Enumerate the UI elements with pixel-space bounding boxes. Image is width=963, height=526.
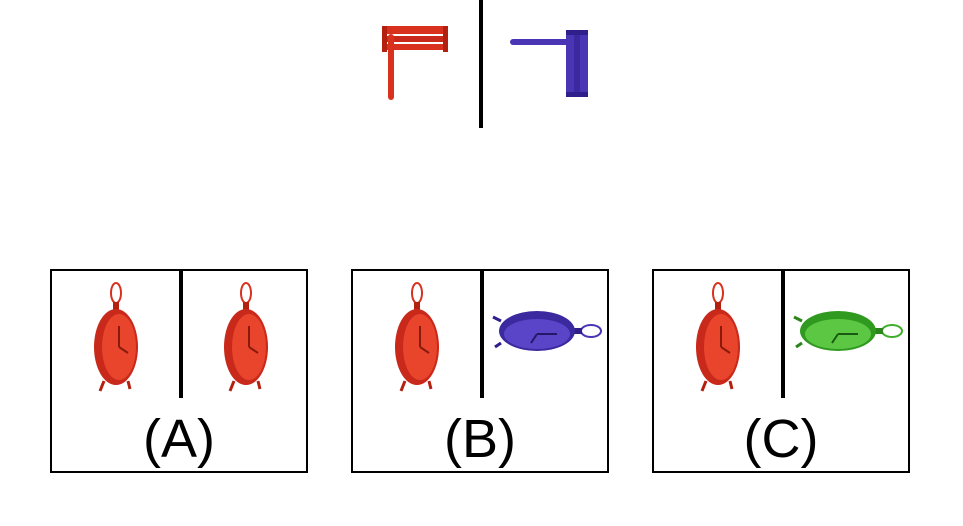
clock-icon xyxy=(793,311,903,351)
rattle-icon xyxy=(510,30,588,97)
option-c-panel[interactable]: (C) xyxy=(652,269,910,473)
option-a-panel[interactable]: (A) xyxy=(50,269,308,473)
clock-icon xyxy=(696,282,740,392)
clock-icon xyxy=(492,311,602,351)
option-label: (C) xyxy=(743,409,819,469)
clock-icon xyxy=(224,282,268,392)
option-divider xyxy=(480,271,484,398)
rattle-icon xyxy=(382,26,448,100)
option-label: (A) xyxy=(143,409,215,469)
option-label: (B) xyxy=(444,409,516,469)
option-b-panel[interactable]: (B) xyxy=(351,269,609,473)
reference-divider xyxy=(479,0,483,128)
clock-icon xyxy=(94,282,138,392)
option-divider xyxy=(781,271,785,398)
clock-icon xyxy=(395,282,439,392)
option-divider xyxy=(179,271,183,398)
